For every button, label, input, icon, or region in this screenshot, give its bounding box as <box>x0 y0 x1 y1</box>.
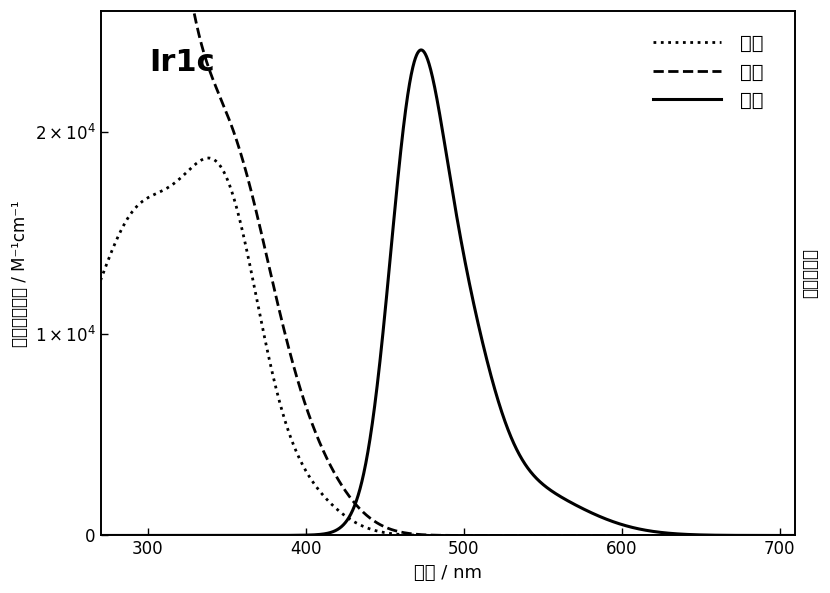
Legend: 吸收, 激发, 发射: 吸收, 激发, 发射 <box>645 26 772 118</box>
Text: Ir1c: Ir1c <box>149 48 215 77</box>
Y-axis label: 归一化强度: 归一化强度 <box>801 248 819 298</box>
Y-axis label: 摩尔吸光系数 / M⁻¹cm⁻¹: 摩尔吸光系数 / M⁻¹cm⁻¹ <box>11 200 29 346</box>
X-axis label: 波长 / nm: 波长 / nm <box>414 564 482 582</box>
